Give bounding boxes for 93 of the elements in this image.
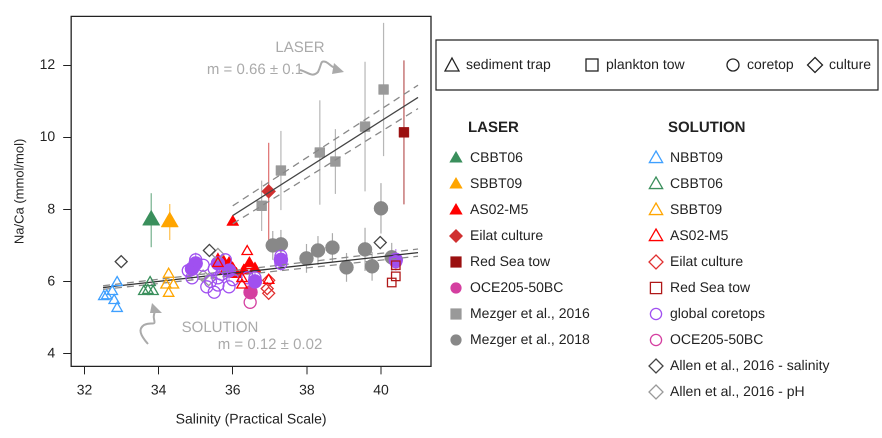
text: SOLUTION: [668, 119, 746, 136]
y-tick-label: 12: [40, 56, 56, 72]
point: [374, 201, 388, 216]
point: [339, 260, 354, 275]
annotation: SOLUTION: [182, 319, 258, 336]
point: [208, 286, 221, 299]
point: [390, 260, 401, 270]
point: [147, 284, 159, 296]
point: [111, 302, 123, 312]
y-tick-label: 10: [40, 128, 56, 144]
point: [211, 248, 225, 262]
legend-label: SBBT09: [470, 174, 522, 191]
point: [162, 268, 174, 278]
x-axis-title: Salinity (Practical Scale): [176, 410, 327, 426]
point: [211, 271, 225, 284]
point: [236, 278, 248, 289]
point: [138, 284, 150, 296]
point: [106, 284, 118, 296]
x-tick-label: 34: [150, 382, 167, 398]
text: coretop: [747, 56, 794, 72]
point: [98, 290, 110, 300]
point: [330, 156, 341, 167]
annotation: m = 0.66 ± 0.1: [206, 61, 304, 78]
point: [390, 271, 401, 282]
legend-label: NBBT09: [670, 148, 724, 165]
point: [314, 147, 326, 158]
x-tick-label: 38: [299, 382, 315, 398]
legend-label: Mezger et al., 2016: [470, 304, 590, 321]
annotation: LASER: [275, 39, 325, 56]
point: [241, 244, 254, 256]
legend-label: Eilat culture: [470, 226, 544, 243]
legend-label: CBBT06: [470, 148, 524, 165]
text: culture: [829, 56, 872, 72]
point: [262, 274, 275, 284]
y-tick-label: 4: [47, 344, 56, 360]
legend-label: global coretops: [670, 304, 765, 321]
point: [364, 259, 380, 274]
legend-label: OCE205-50BC: [470, 278, 564, 295]
legend-label: Red Sea tow: [670, 278, 752, 295]
point: [262, 286, 276, 300]
point: [202, 244, 216, 258]
point: [240, 271, 254, 284]
legend-label: Allen et al., 2016 - salinity: [670, 356, 830, 373]
point: [325, 240, 340, 255]
point: [111, 276, 123, 286]
legend-label: Mezger et al., 2018: [470, 330, 590, 347]
point: [386, 278, 397, 288]
point: [100, 289, 113, 300]
point: [114, 254, 128, 268]
point: [182, 264, 195, 278]
point: [260, 282, 274, 296]
y-tick-label: 6: [47, 272, 56, 288]
text: LASER: [468, 119, 520, 136]
legend-label: Red Sea tow: [470, 252, 552, 269]
y-axis-title: Na/Ca (mmol/mol): [11, 138, 26, 244]
x-tick-label: 36: [224, 382, 241, 398]
point: [262, 274, 276, 287]
x-tick-label: 32: [76, 382, 93, 398]
point: [162, 286, 174, 297]
point: [212, 256, 224, 268]
point: [168, 278, 180, 289]
point: [398, 127, 410, 138]
text: sediment trap: [466, 56, 552, 72]
point: [374, 236, 387, 250]
point: [142, 284, 154, 294]
y-tick-label: 8: [47, 200, 56, 216]
x-tick-label: 40: [373, 382, 389, 398]
legend-label: AS02-M5: [670, 226, 729, 243]
legend-label: Eilat culture: [670, 252, 744, 269]
legend-label: SBBT09: [670, 200, 722, 217]
legend-label: OCE205-50BC: [670, 330, 764, 347]
legend-label: CBBT06: [670, 174, 724, 191]
point: [276, 165, 286, 176]
point: [144, 276, 156, 286]
point: [222, 280, 236, 294]
point: [226, 272, 240, 286]
point: [360, 121, 370, 132]
point: [200, 280, 214, 294]
point: [299, 251, 314, 266]
point: [310, 243, 326, 258]
point: [236, 272, 248, 282]
text: plankton tow: [606, 56, 686, 72]
point: [244, 296, 257, 309]
annotation: m = 0.12 ± 0.02: [218, 336, 322, 354]
legend-label: AS02-M5: [470, 200, 529, 217]
point: [108, 294, 120, 304]
point: [160, 278, 172, 289]
point: [358, 242, 372, 257]
point: [196, 269, 210, 283]
point: [256, 200, 267, 212]
legend-label: Allen et al., 2016 - pH: [670, 382, 805, 399]
point: [378, 84, 389, 95]
point: [211, 278, 225, 292]
